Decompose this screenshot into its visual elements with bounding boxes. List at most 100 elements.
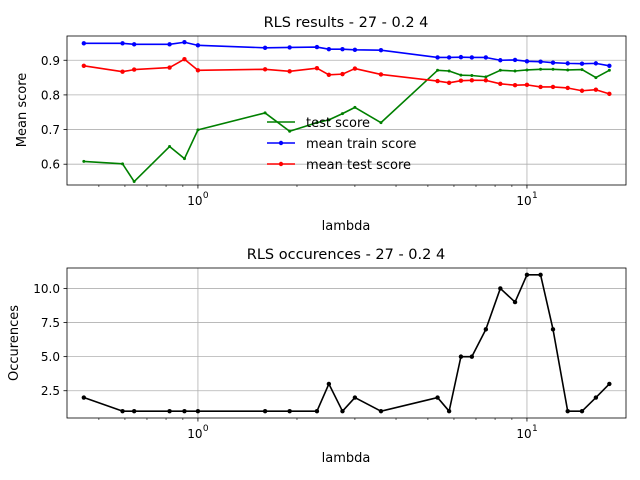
- results-series-test-score-point-14: [447, 69, 451, 73]
- results-series-mean-train-score-point-5: [195, 43, 201, 48]
- results-series-mean-test-score-point-15: [458, 78, 464, 83]
- occurrences-x-tick-label-0: 10: [187, 427, 202, 441]
- results-series-mean-test-score-point-18: [498, 81, 503, 87]
- occurrences-y-tick-label-2: 7.5: [41, 316, 60, 330]
- results-series-test-score-point-10: [340, 112, 344, 116]
- occurrences-series-occurrences-point-17: [483, 327, 489, 332]
- results-series-test-score-point-21: [539, 67, 543, 71]
- occurrences-series-occurrences-point-19: [512, 299, 518, 305]
- results-series-mean-train-score-point-13: [435, 55, 440, 60]
- results-series-test-score-point-18: [498, 68, 502, 72]
- results-series-mean-test-score-point-12: [378, 72, 384, 77]
- results-series-mean-train-score-point-3: [167, 42, 172, 47]
- results-series-mean-train-score-point-11: [352, 47, 358, 53]
- results-chart: RLS results - 27 - 0.2 4 10 0 10 10.60.70.8…: [15, 15, 627, 234]
- occurrences-series-occurrences-point-6: [262, 408, 268, 414]
- occurrences-series-occurrences-point-2: [131, 408, 137, 414]
- occurrences-series-occurrences-point-15: [458, 354, 464, 359]
- results-ylabel: Mean score: [15, 73, 30, 147]
- occurrences-series-occurrences-point-18: [498, 286, 503, 291]
- results-series-mean-test-score-point-5: [195, 68, 201, 73]
- occurrences-series-occurrences-point-5: [195, 408, 201, 414]
- occurrences-series-occurrences-point-23: [565, 408, 570, 414]
- results-series-test-score-point-1: [121, 162, 125, 166]
- results-series-test-score-point-12: [379, 121, 383, 125]
- occurrences-xlabel: lambda: [322, 451, 371, 466]
- results-plot-area: 10 0 10 10.60.70.80.9: [41, 35, 627, 208]
- results-series-mean-train-score-point-4: [182, 40, 187, 45]
- legend-mean-test-marker: [278, 161, 284, 167]
- results-series-test-score-point-17: [484, 75, 488, 79]
- occurrences-x-tick-label-1: 10: [516, 427, 531, 441]
- results-series-mean-test-score-point-10: [340, 71, 345, 77]
- occurrences-series-occurrences-point-10: [340, 408, 345, 414]
- results-series-mean-test-score-point-3: [167, 65, 172, 70]
- occurrences-series-occurrences-point-14: [446, 408, 452, 414]
- legend-test-score-label: test score: [306, 116, 370, 131]
- occurrences-series-occurrences-point-22: [550, 327, 556, 332]
- results-series-test-score-point-8: [315, 121, 319, 125]
- results-series-test-score-point-20: [525, 68, 529, 72]
- occurrences-y-tick-label-1: 5.0: [41, 350, 60, 364]
- occurrences-series-occurrences-point-25: [593, 395, 599, 400]
- results-series-mean-test-score-point-11: [352, 66, 358, 71]
- occurrences-series-occurrences-point-4: [182, 408, 187, 414]
- results-series-mean-train-score-point-24: [579, 61, 585, 66]
- results-series-mean-train-score-point-22: [550, 60, 556, 65]
- occurrences-series-occurrences-point-11: [352, 395, 358, 400]
- occurrences-series-occurrences-point-21: [538, 272, 543, 278]
- results-series-mean-test-score-point-7: [287, 69, 292, 74]
- results-series-test-score-point-16: [470, 74, 474, 78]
- results-series-mean-train-score-point-26: [607, 63, 612, 68]
- results-series-test-score-point-4: [182, 157, 186, 161]
- results-series-test-score-point-11: [353, 105, 357, 109]
- results-xlabel: lambda: [322, 219, 371, 234]
- results-series-mean-train-score-point-0: [81, 41, 87, 46]
- results-series-test-score-point-9: [327, 118, 331, 122]
- results-series-mean-train-score-point-7: [287, 45, 292, 50]
- results-series-mean-test-score-point-20: [524, 82, 530, 88]
- results-series-test-score-point-3: [168, 145, 172, 149]
- results-series-test-score-point-2: [132, 180, 136, 184]
- legend-train-score-label: mean train score: [306, 137, 416, 152]
- results-series-mean-test-score-point-8: [314, 66, 320, 71]
- results-legend: test score mean train score mean test sc…: [267, 116, 416, 173]
- results-y-tick-label-1: 0.7: [41, 123, 60, 137]
- results-series-mean-train-score-point-18: [498, 58, 503, 63]
- results-series-mean-train-score-point-21: [538, 59, 543, 64]
- results-series-test-score-point-25: [594, 76, 598, 80]
- results-series-test-score-point-19: [513, 69, 517, 73]
- results-y-tick-label-3: 0.9: [41, 54, 60, 68]
- results-series-mean-test-score-point-14: [446, 80, 452, 85]
- occurrences-plot-area: 10 0 10 12.55.07.510.0: [33, 267, 627, 441]
- results-axes-frame: [66, 35, 627, 186]
- results-series-mean-train-score-point-17: [483, 55, 489, 60]
- occurrences-series-occurrences-point-1: [120, 408, 125, 414]
- results-series-mean-train-score-point-1: [120, 41, 125, 46]
- legend-train-score-marker: [278, 140, 284, 146]
- results-series-mean-test-score-point-24: [579, 88, 585, 93]
- results-series-test-score-point-7: [288, 129, 292, 133]
- occurrences-series-occurrences-point-26: [607, 381, 612, 387]
- results-x-tick-label-1: 10: [516, 194, 531, 208]
- occurrences-series-occurrences-point-20: [524, 272, 530, 278]
- results-series-mean-test-score-point-26: [607, 91, 612, 97]
- results-series-mean-train-score-point-23: [565, 61, 570, 66]
- occurrences-series-occurrences-point-8: [314, 408, 320, 414]
- results-series-test-score-point-6: [263, 111, 267, 115]
- occurrences-x-tick-exponent-0: 0: [203, 424, 209, 434]
- results-series-mean-train-score-point-20: [524, 59, 530, 64]
- occurrences-series-occurrences-point-3: [167, 408, 172, 414]
- results-x-tick-exponent-0: 0: [203, 191, 209, 201]
- results-y-tick-label-2: 0.8: [41, 88, 60, 102]
- results-series-mean-test-score-point-17: [483, 78, 489, 83]
- results-series-mean-test-score-point-21: [538, 84, 543, 90]
- results-series-test-score-point-23: [566, 68, 570, 72]
- results-series-test-score-point-5: [196, 128, 200, 132]
- results-series-mean-train-score-point-6: [262, 45, 268, 50]
- results-x-tick-label-0: 10: [187, 194, 202, 208]
- occurrences-series-occurrences-point-7: [287, 408, 292, 414]
- results-series-mean-train-score-point-19: [512, 57, 518, 63]
- results-series-mean-train-score-point-15: [458, 54, 464, 60]
